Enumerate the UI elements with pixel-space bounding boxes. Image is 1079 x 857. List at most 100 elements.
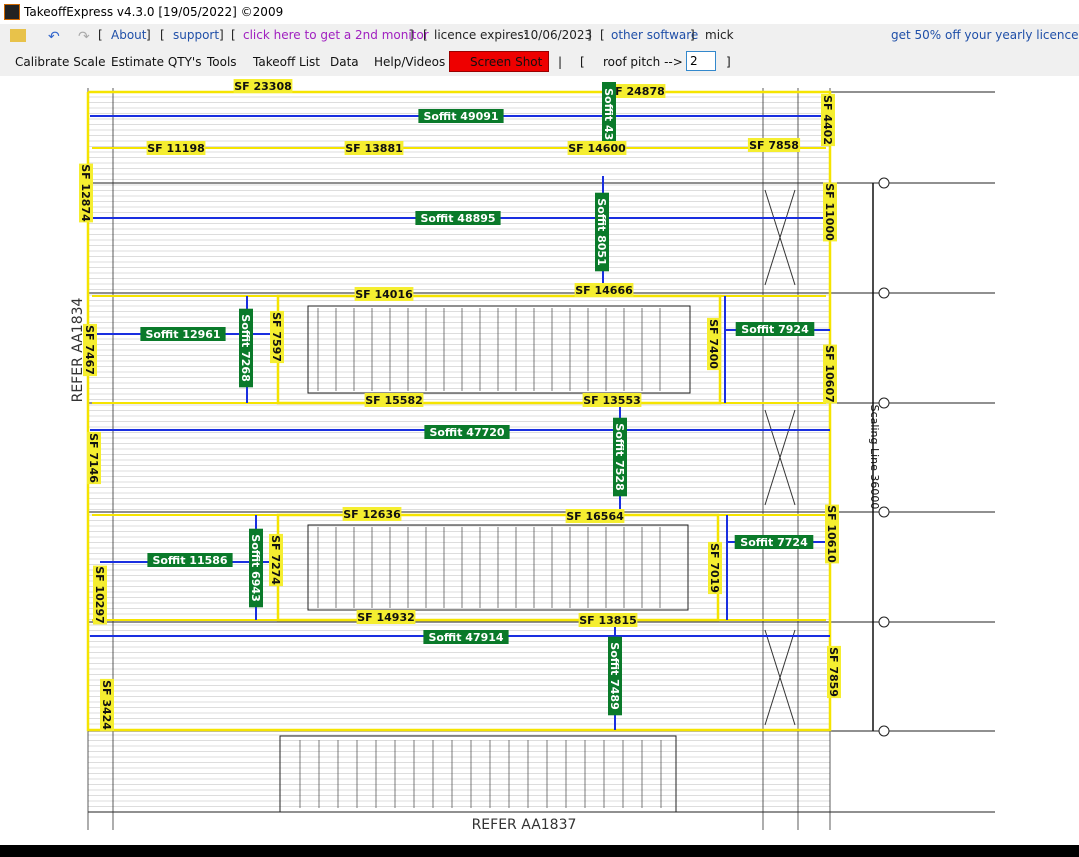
takeoff-label: Soffit 8051 xyxy=(595,192,609,272)
takeoff-label: SF 13553 xyxy=(582,393,642,407)
label-box xyxy=(565,509,625,523)
menu-item[interactable]: Calibrate Scale xyxy=(15,55,106,69)
undo-icon[interactable]: ↶ xyxy=(48,29,60,45)
label-box xyxy=(424,425,510,439)
takeoff-label: SF 15582 xyxy=(364,393,424,407)
toolbar-link[interactable]: support xyxy=(173,28,220,42)
label-box xyxy=(423,630,509,644)
toolbar-link[interactable]: click here to get a 2nd monitor xyxy=(243,28,429,42)
label-box xyxy=(608,636,622,716)
takeoff-label: SF 14932 xyxy=(356,610,416,624)
takeoff-label: SF 7274 xyxy=(269,533,283,587)
label-box xyxy=(582,393,642,407)
menu-item[interactable]: Help/Videos xyxy=(374,55,446,69)
label-box xyxy=(239,308,253,388)
takeoff-label: SF 7019 xyxy=(708,541,722,595)
status-bar xyxy=(0,845,1079,857)
takeoff-label: SF 14600 xyxy=(567,141,627,155)
takeoff-label: Soffit 47914 xyxy=(423,630,509,644)
redo-icon[interactable]: ↷ xyxy=(78,29,90,45)
label-text: SF 7597 xyxy=(270,312,283,362)
grid-bubble xyxy=(878,616,890,628)
label-text: SF 24878 xyxy=(607,85,665,98)
app-icon xyxy=(4,4,20,20)
takeoff-label: SF 11198 xyxy=(146,141,206,155)
label-text: SF 7467 xyxy=(83,325,96,375)
label-text: SF 10607 xyxy=(823,345,836,403)
takeoff-label: SF 11000 xyxy=(823,182,837,242)
takeoff-label: Soffit 6943 xyxy=(249,528,263,608)
takeoff-label: SF 16564 xyxy=(565,509,625,523)
label-box xyxy=(93,565,107,625)
toolbar-text: [ xyxy=(231,28,236,42)
takeoff-label: SF 10607 xyxy=(823,344,837,404)
takeoff-label: SF 7146 xyxy=(87,431,101,485)
label-text: Soffit 6943 xyxy=(249,534,262,601)
label-text: SF 15582 xyxy=(365,394,423,407)
label-text: SF 10610 xyxy=(825,505,838,563)
label-box xyxy=(602,82,616,154)
label-text: SF 23308 xyxy=(234,80,292,93)
label-box xyxy=(83,323,97,377)
label-box xyxy=(233,79,293,93)
promo-link[interactable]: get 50% off your yearly licence xyxy=(891,28,1079,42)
menu-item[interactable]: Takeoff List xyxy=(253,55,321,69)
label-box xyxy=(146,141,206,155)
canvas-bg xyxy=(0,76,1079,845)
label-text: Soffit 8051 xyxy=(595,198,608,265)
takeoff-label: Soffit 12961 xyxy=(140,327,226,341)
menu-item[interactable]: Data xyxy=(330,55,359,69)
toolbar-text: ] xyxy=(146,28,151,42)
label-text: SF 7858 xyxy=(749,139,799,152)
label-text: SF 14932 xyxy=(357,611,415,624)
label-text: SF 14666 xyxy=(575,284,633,297)
label-box xyxy=(344,141,404,155)
toolbar-link[interactable]: other software xyxy=(611,28,699,42)
takeoff-label: SF 24878 xyxy=(606,84,666,98)
screenshot-label: Screen Shot xyxy=(470,55,543,69)
label-box xyxy=(823,182,837,242)
takeoff-label: Soffit 7489 xyxy=(608,636,622,716)
label-text: SF 7146 xyxy=(87,433,100,483)
pitch-text: | xyxy=(558,55,563,69)
label-box xyxy=(418,109,504,123)
label-box xyxy=(100,678,114,732)
label-text: SF 13815 xyxy=(579,614,637,627)
grid-bubble xyxy=(878,287,890,299)
takeoff-outline xyxy=(86,90,832,732)
open-icon[interactable] xyxy=(10,29,26,42)
toolbar-text: mick xyxy=(705,28,734,42)
label-text: SF 11198 xyxy=(147,142,205,155)
pitch-input[interactable]: 2 xyxy=(686,51,716,71)
takeoff-label: Soffit 7528 xyxy=(613,417,627,497)
label-text: Soffit 432 xyxy=(602,88,615,148)
toolbar-text: [ xyxy=(98,28,103,42)
toolbar: ↶ ↷ [ About] [ support] [ click here to get a… xyxy=(0,24,1079,48)
takeoff-label: SF 10297 xyxy=(93,565,107,625)
brace xyxy=(764,629,796,726)
takeoff-label: SF 7597 xyxy=(270,310,284,364)
label-text: SF 14600 xyxy=(568,142,626,155)
label-box xyxy=(606,84,666,98)
toolbar-link[interactable]: About xyxy=(111,28,147,42)
label-box xyxy=(364,393,424,407)
toolbar-text: [ xyxy=(160,28,165,42)
takeoff-label: Soffit 7924 xyxy=(735,322,815,336)
stair-block xyxy=(307,524,689,611)
label-box xyxy=(356,610,416,624)
menu-item[interactable]: Tools xyxy=(207,55,237,69)
label-text: Soffit 47914 xyxy=(428,631,503,644)
toolbar-text: ] xyxy=(587,28,592,42)
window-title: TakeoffExpress v4.3.0 [19/05/2022] ©2009 xyxy=(24,5,284,19)
toolbar-text: ] xyxy=(219,28,224,42)
label-box xyxy=(827,645,841,699)
label-box xyxy=(821,93,835,147)
menu-item[interactable]: Estimate QTY's xyxy=(111,55,202,69)
label-text: Soffit 49091 xyxy=(423,110,498,123)
label-text: Soffit 48895 xyxy=(420,212,495,225)
toolbar-text: 10/06/2023 xyxy=(523,28,593,42)
label-text: SF 4402 xyxy=(821,95,834,145)
screenshot-button[interactable]: Screen Shot xyxy=(449,51,549,72)
